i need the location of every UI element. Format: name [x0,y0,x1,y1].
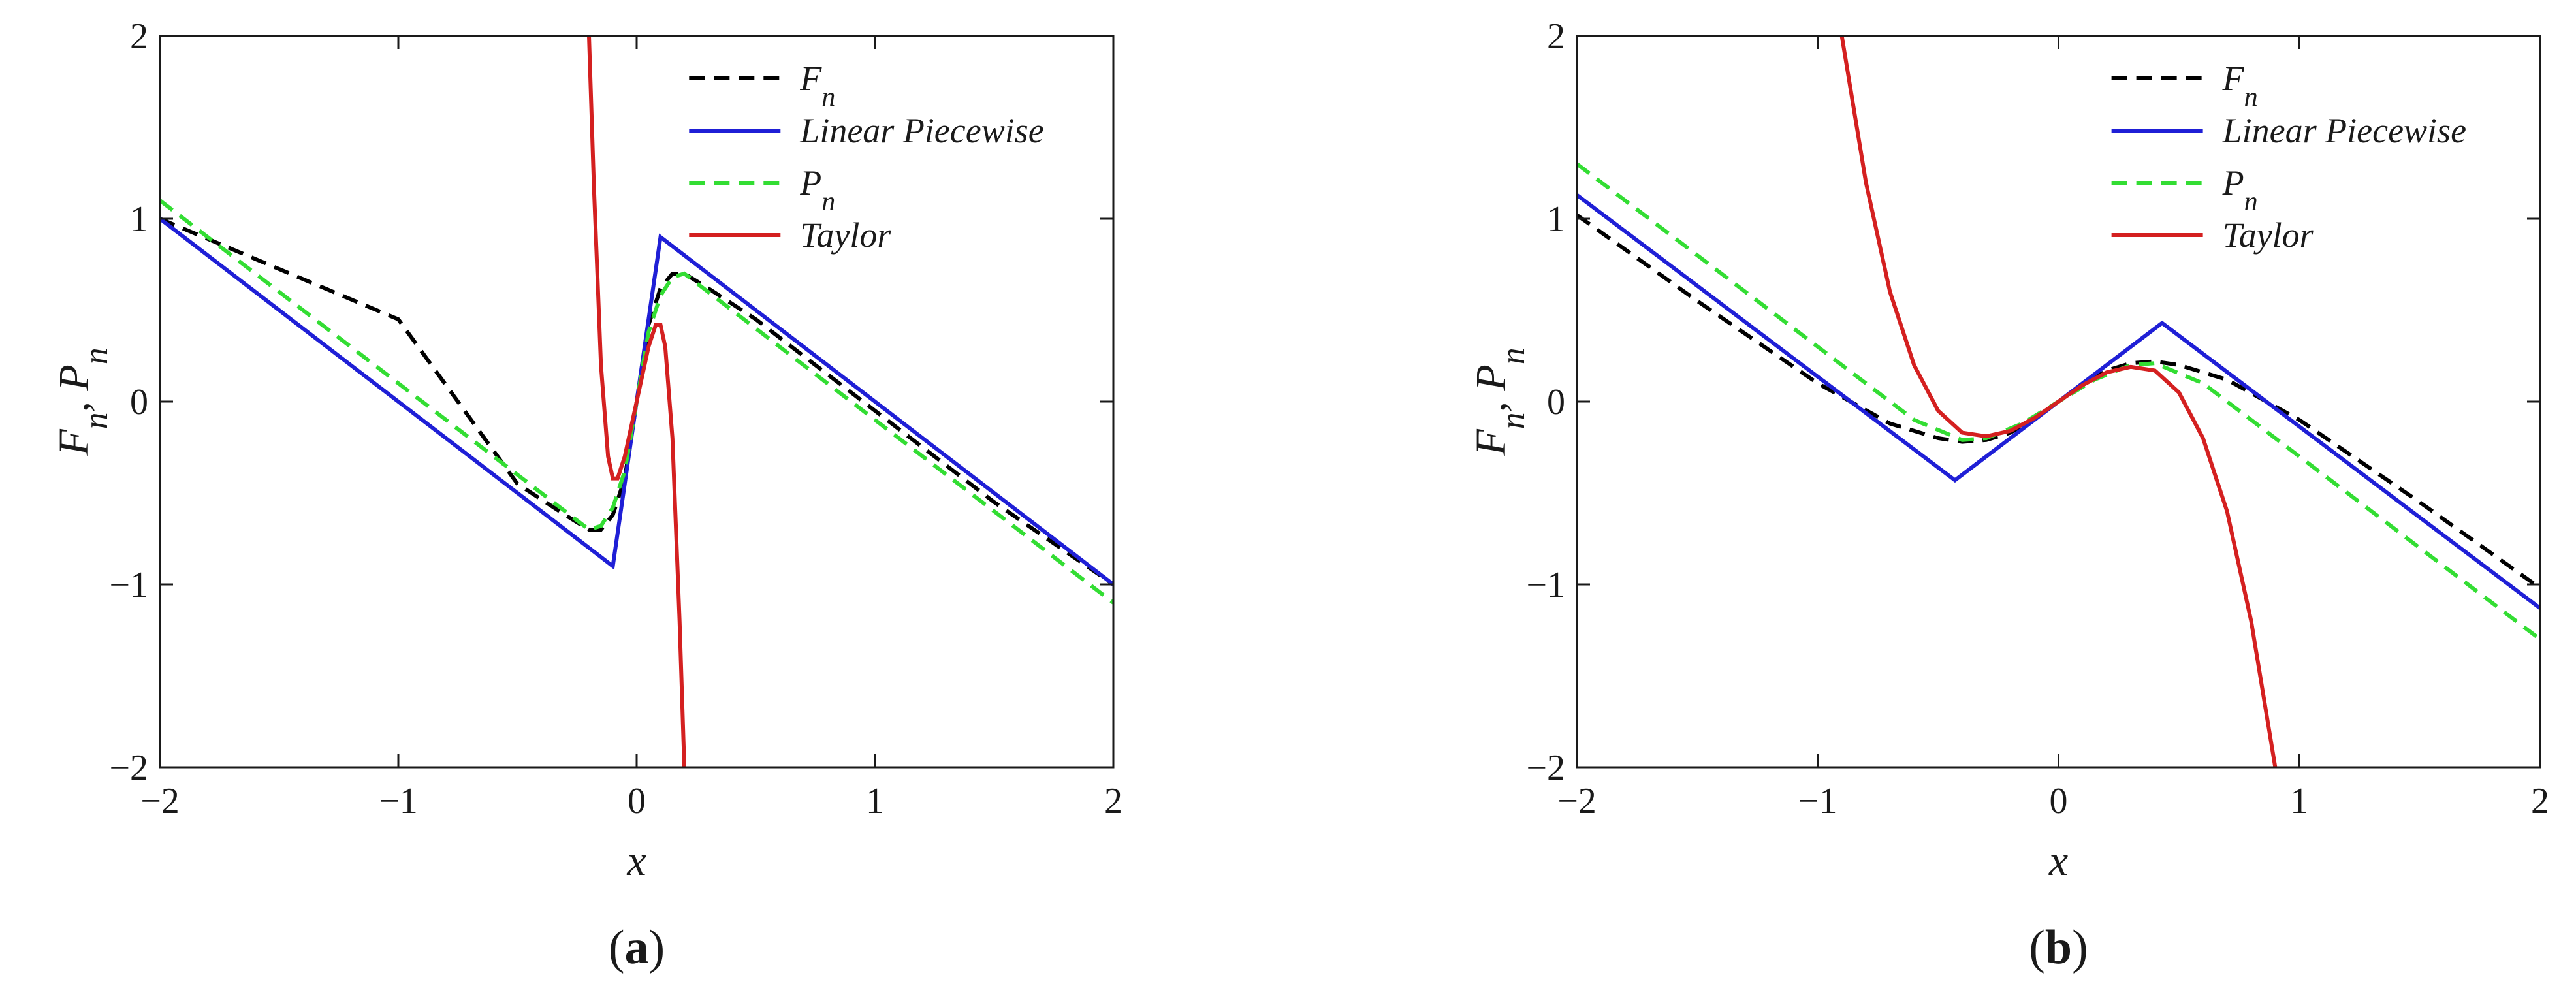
y-tick-label: 2 [130,16,148,57]
legend-label: Pn [799,163,835,217]
y-tick-label: −1 [109,565,148,605]
panel-label: (a) [609,921,665,974]
x-tick-label: 0 [628,781,646,821]
legend-label: Taylor [2223,215,2314,255]
y-tick-label: 1 [130,199,148,240]
legend-label: Fn [2222,59,2258,112]
x-tick-label: 0 [2050,781,2068,821]
y-axis-label: Fn, Pn [50,347,115,456]
y-tick-label: −2 [109,748,148,788]
x-tick-label: −2 [140,781,180,821]
series-line-taylor [587,36,686,767]
legend-label: Fn [799,59,835,112]
legend-label: Linear Piecewise [2222,111,2466,150]
x-tick-label: −1 [1798,781,1837,821]
x-axis-label: x [626,837,646,885]
x-tick-label: −1 [379,781,418,821]
legend-label: Pn [2222,163,2258,217]
x-tick-label: 1 [866,781,884,821]
y-tick-label: −1 [1526,565,1565,605]
series-line-taylor [1839,36,2278,767]
y-axis-label: Fn, Pn [1467,347,1532,456]
y-tick-label: 1 [1547,199,1565,240]
legend-label: Taylor [800,215,891,255]
x-tick-label: 2 [2531,781,2549,821]
x-tick-label: −2 [1557,781,1597,821]
x-tick-label: 2 [1104,781,1122,821]
y-tick-label: 0 [130,382,148,422]
x-axis-label: x [2048,837,2068,885]
legend-label: Linear Piecewise [799,111,1043,150]
x-tick-label: 1 [2290,781,2308,821]
panel-label: (b) [2029,921,2088,974]
y-tick-label: 2 [1547,16,1565,57]
y-tick-label: −2 [1526,748,1565,788]
y-tick-label: 0 [1547,382,1565,422]
